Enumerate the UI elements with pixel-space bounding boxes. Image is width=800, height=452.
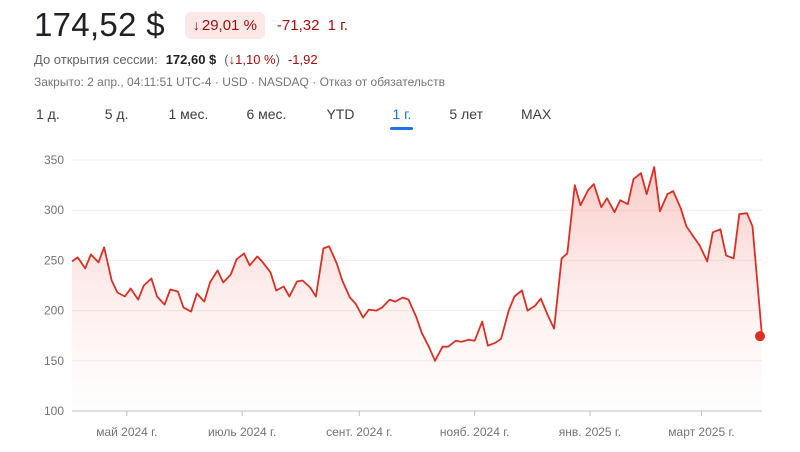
range-tabs: 1 д. 5 д. 1 мес. 6 мес. YTD 1 г. 5 лет M…	[34, 104, 553, 130]
x-tick-label: июль 2024 г.	[208, 425, 276, 439]
premarket-label: До открытия сессии:	[34, 52, 158, 67]
tab-6m[interactable]: 6 мес.	[246, 106, 287, 122]
tab-ytd[interactable]: YTD	[326, 106, 355, 122]
change-percent-badge: ↓ 29,01 %	[184, 11, 265, 39]
price-chart[interactable]: 350 300 250 200 150 100 май 2024 г. июль 2024 …	[0, 140, 800, 452]
change-absolute: -71,32 1 г.	[277, 17, 348, 34]
premarket-change-percent: (↓1,10 %)	[224, 52, 280, 67]
x-tick-label: май 2024 г.	[96, 425, 157, 439]
x-tick-label: нояб. 2024 г.	[440, 425, 510, 439]
tab-max[interactable]: MAX	[520, 106, 552, 122]
premarket-change-absolute: -1,92	[287, 52, 318, 67]
premarket-change-percent-value: 1,10 %	[235, 52, 276, 67]
price-area-fill	[72, 167, 762, 411]
premarket-price: 172,60 $	[165, 52, 217, 67]
change-absolute-value: -71,32	[276, 16, 320, 34]
arrow-down-icon: ↓	[192, 17, 200, 33]
y-tick-label: 250	[44, 253, 64, 267]
x-axis: май 2024 г. июль 2024 г. сент. 2024 г. нояб…	[96, 411, 735, 439]
y-tick-label: 300	[44, 203, 64, 217]
y-axis: 350 300 250 200 150 100	[44, 153, 64, 418]
quote-header: 174,52 $ ↓ 29,01 % -71,32 1 г.	[34, 6, 348, 44]
y-tick-label: 200	[44, 304, 64, 318]
tab-1m[interactable]: 1 мес.	[168, 106, 209, 122]
y-tick-label: 150	[44, 354, 64, 368]
price-line	[71, 166, 763, 362]
tab-5d[interactable]: 5 д.	[104, 106, 129, 122]
disclaimer-link[interactable]: Отказ от обязательств	[319, 75, 445, 89]
closed-time: Закрыто: 2 апр., 04:11:51 UTC-4	[34, 75, 212, 89]
tab-1y[interactable]: 1 г.	[390, 104, 414, 130]
change-percent: 29,01 %	[201, 16, 257, 34]
premarket-row: До открытия сессии: 172,60 $ (↓1,10 %) -…	[34, 52, 318, 67]
exchange: NASDAQ	[258, 75, 309, 89]
x-tick-label: сент. 2024 г.	[326, 425, 392, 439]
tab-1d[interactable]: 1 д.	[36, 106, 60, 122]
y-tick-label: 100	[44, 404, 64, 418]
market-status: Закрыто: 2 апр., 04:11:51 UTC-4 · USD · …	[34, 75, 445, 89]
last-price-marker	[755, 331, 765, 342]
change-period: 1 г.	[327, 16, 348, 34]
arrow-down-icon: ↓	[228, 52, 236, 67]
current-price: 174,52 $	[34, 6, 165, 43]
x-tick-label: март 2025 г.	[668, 425, 734, 439]
x-tick-label: янв. 2025 г.	[559, 425, 621, 439]
tab-5y[interactable]: 5 лет	[449, 106, 483, 122]
y-tick-label: 350	[44, 153, 64, 167]
currency: USD	[222, 75, 248, 89]
